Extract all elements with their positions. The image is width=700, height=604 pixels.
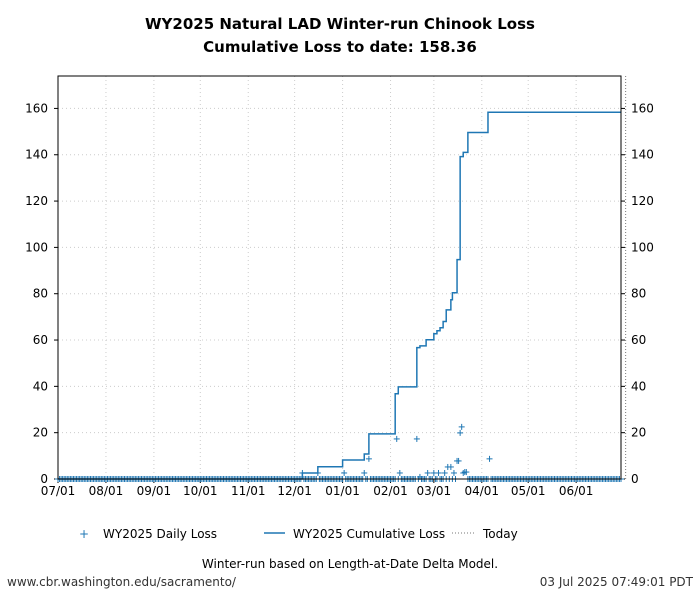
y-tick-label-right: 100 [631, 240, 654, 254]
y-tick-label-left: 120 [25, 194, 48, 208]
daily-loss-point [455, 457, 462, 464]
y-tick-label-left: 0 [40, 472, 48, 486]
chart-title: WY2025 Natural LAD Winter-run Chinook Lo… [145, 15, 535, 33]
x-tick-label: 11/01 [231, 484, 266, 498]
daily-loss-point [341, 469, 348, 476]
daily-loss-point [447, 463, 454, 470]
y-tick-label-right: 80 [631, 287, 646, 301]
legend: + WY2025 Daily Loss WY2025 Cumulative Lo… [79, 527, 518, 541]
legend-marker-daily: + [79, 527, 89, 541]
footer-url[interactable]: www.cbr.washington.edu/sacramento/ [7, 575, 237, 589]
legend-label-today: Today [482, 527, 518, 541]
x-tick-label: 08/01 [89, 484, 124, 498]
legend-label-cumulative: WY2025 Cumulative Loss [293, 527, 445, 541]
x-tick-label: 03/01 [417, 484, 452, 498]
x-tick-label: 07/01 [41, 484, 76, 498]
daily-loss-point [463, 469, 470, 476]
x-tick-label: 10/01 [183, 484, 218, 498]
plot-frame [57, 75, 622, 480]
cumulative-loss-line [58, 111, 621, 480]
chart-caption: Winter-run based on Length-at-Date Delta… [202, 557, 498, 571]
footer-timestamp: 03 Jul 2025 07:49:01 PDT [540, 575, 694, 589]
daily-loss-point [457, 429, 464, 436]
daily-loss-point [424, 469, 431, 476]
y-tick-label-right: 140 [631, 148, 654, 162]
x-tick-label: 06/01 [559, 484, 594, 498]
x-tick-label: 12/01 [277, 484, 312, 498]
y-tick-label-right: 20 [631, 426, 646, 440]
daily-loss-point [441, 469, 448, 476]
y-tick-label-left: 20 [33, 426, 48, 440]
legend-label-daily: WY2025 Daily Loss [103, 527, 217, 541]
daily-loss-point [413, 435, 420, 442]
x-tick-label: 04/01 [464, 484, 499, 498]
axis-ticks: 07/01 08/01 09/01 10/01 11/01 12/01 01/01 02/01… [25, 101, 654, 498]
x-tick-label: 01/01 [325, 484, 360, 498]
daily-loss-point [435, 469, 442, 476]
y-tick-label-left: 140 [25, 148, 48, 162]
y-tick-label-right: 120 [631, 194, 654, 208]
chart-subtitle: Cumulative Loss to date: 158.36 [203, 38, 477, 56]
x-tick-label: 05/01 [511, 484, 546, 498]
y-tick-label-left: 160 [25, 101, 48, 115]
y-tick-label-left: 80 [33, 287, 48, 301]
y-tick-label-left: 60 [33, 333, 48, 347]
y-tick-label-right: 60 [631, 333, 646, 347]
daily-loss-point [393, 435, 400, 442]
x-tick-label: 02/01 [373, 484, 408, 498]
daily-loss-point [460, 469, 467, 476]
y-tick-label-right: 160 [631, 101, 654, 115]
y-tick-label-left: 40 [33, 379, 48, 393]
daily-loss-point [396, 469, 403, 476]
daily-loss-point [365, 455, 372, 462]
daily-loss-point [458, 423, 465, 430]
daily-loss-point [361, 469, 368, 476]
y-tick-label-right: 40 [631, 379, 646, 393]
daily-loss-point [450, 469, 457, 476]
daily-loss-point [486, 455, 493, 462]
y-tick-label-left: 100 [25, 240, 48, 254]
grid [58, 76, 621, 479]
y-tick-label-right: 0 [631, 472, 639, 486]
x-tick-label: 09/01 [137, 484, 172, 498]
plot-marks [55, 76, 627, 482]
